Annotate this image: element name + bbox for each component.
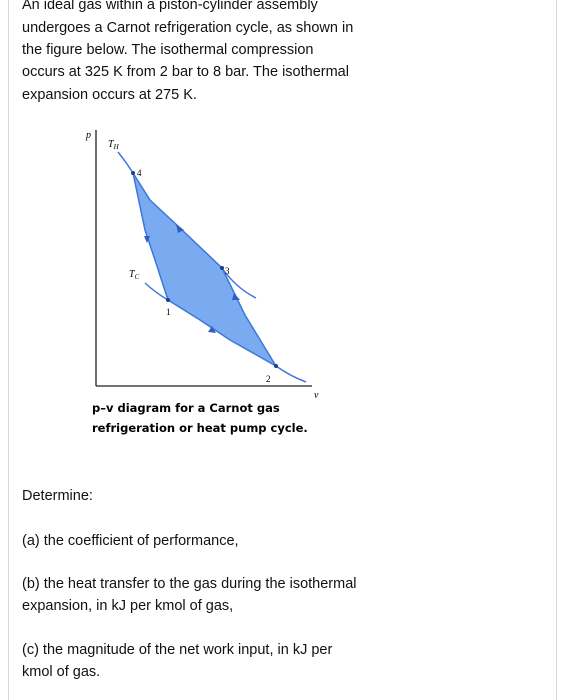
point-label: 1	[166, 307, 171, 317]
question-line: kmol of gas.	[22, 664, 101, 680]
arrow	[232, 293, 240, 300]
arrow	[144, 236, 150, 243]
p-axis-label: p	[85, 130, 91, 141]
cycle-area	[132, 172, 279, 369]
isotherm-2	[275, 365, 307, 383]
tc-label: TC	[129, 269, 140, 281]
question-line: (c) the magnitude of the net work input,…	[22, 642, 333, 658]
problem-line: the figure below. The isothermal compres…	[22, 42, 314, 58]
th-label: TH	[108, 139, 120, 151]
point-label: 4	[137, 168, 142, 178]
caption-line: p–v diagram for a Carnot gas	[92, 401, 280, 415]
point-label: 3	[225, 266, 230, 276]
tc-sub: C	[135, 273, 140, 281]
isotherm-tc	[144, 282, 169, 301]
left-border	[8, 0, 9, 700]
right-border	[556, 0, 557, 700]
point-label: 2	[266, 374, 271, 384]
determine: Determine:	[22, 488, 93, 504]
v-axis-label: v	[314, 390, 319, 401]
state-point	[166, 298, 170, 302]
caption-line: refrigeration or heat pump cycle.	[92, 421, 308, 435]
arrow	[176, 224, 184, 233]
state-point	[274, 364, 278, 368]
tc-main: T	[129, 269, 136, 280]
question-line: (b) the heat transfer to the gas during …	[22, 576, 357, 592]
problem-line: expansion occurs at 275 K.	[22, 87, 197, 103]
isotherm-3	[221, 267, 257, 299]
question-line: (a) the coefficient of performance,	[22, 533, 239, 549]
state-point	[220, 266, 224, 270]
problem-line: undergoes a Carnot refrigeration cycle, …	[22, 20, 354, 36]
arrow	[208, 326, 216, 333]
state-point	[131, 171, 135, 175]
question-line: expansion, in kJ per kmol of gas,	[22, 598, 234, 614]
isotherm-th	[117, 151, 134, 174]
th-main: T	[108, 139, 115, 150]
th-sub: H	[113, 143, 120, 151]
problem-line: An ideal gas within a piston-cylinder as…	[22, 0, 318, 13]
problem-line: occurs at 325 K from 2 bar to 8 bar. The…	[22, 64, 349, 80]
pv-diagram: p v TH TC 4 3 1 2 p–v diagram for a Carn…	[85, 130, 319, 435]
